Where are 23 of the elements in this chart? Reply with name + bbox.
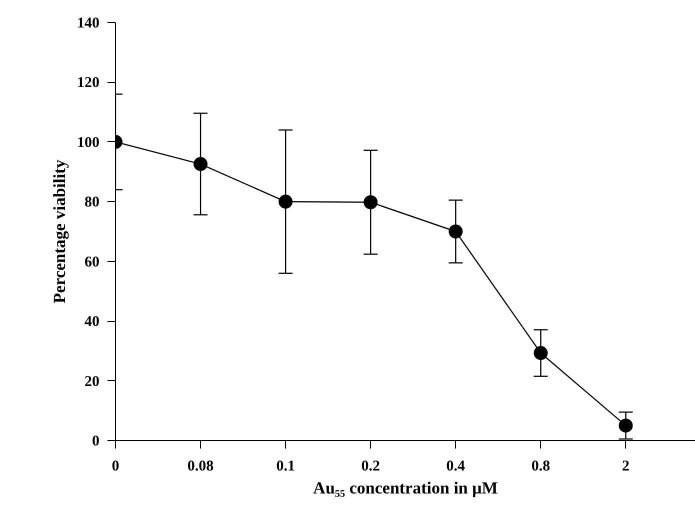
y-tick-label: 40 — [84, 314, 100, 330]
x-tick-label: 0.4 — [446, 458, 466, 474]
x-tick-label: 0.2 — [361, 458, 380, 474]
x-tick-label: 0.1 — [276, 458, 295, 474]
y-tick-label: 0 — [92, 434, 100, 450]
y-tick-label: 100 — [77, 134, 100, 151]
y-tick-label: 120 — [77, 75, 100, 92]
y-tick-label: 20 — [84, 374, 100, 390]
point — [534, 346, 548, 360]
x-axis-title: Au₅₅ concentration in μM — [313, 478, 498, 498]
x-tick-label: 2 — [622, 458, 630, 474]
x-tick-label: 0.08 — [187, 458, 214, 474]
point — [618, 418, 633, 433]
x-tick-label: 0.8 — [531, 458, 550, 474]
y-tick-label: 80 — [84, 194, 100, 211]
point — [364, 195, 378, 210]
y-axis-title: Percentage viability — [50, 159, 69, 304]
y-tick-label: 140 — [77, 16, 100, 32]
y-tick-label: 60 — [84, 254, 100, 270]
point — [448, 224, 463, 238]
x-tick-label: 0 — [112, 458, 120, 474]
point — [278, 194, 293, 209]
point — [194, 157, 208, 172]
